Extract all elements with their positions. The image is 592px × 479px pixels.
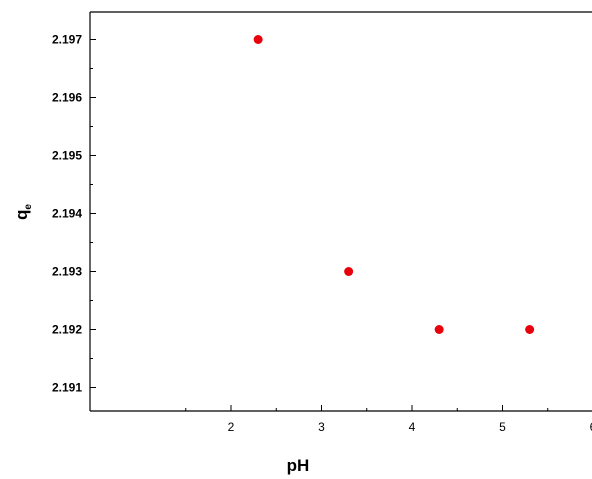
y-axis-ticks: 2.191 2.192 2.193 2.194 2.195 2.196 2.197 — [52, 33, 96, 395]
data-point — [344, 267, 354, 276]
x-axis-ticks: 234567 — [185, 405, 592, 434]
x-tick-label: 4 — [409, 420, 416, 434]
data-points — [253, 35, 535, 334]
y-axis-title-subscript: e — [23, 204, 34, 210]
x-tick-label: 2 — [228, 420, 235, 434]
y-axis-title: qe — [12, 204, 34, 220]
data-point — [434, 325, 444, 334]
y-axis-title-main: q — [12, 210, 31, 220]
x-tick-label: 5 — [499, 420, 506, 434]
y-tick-label: 2.196 — [52, 91, 82, 105]
x-tick-label: 3 — [318, 420, 325, 434]
axes — [89, 11, 592, 412]
y-tick-label: 2.197 — [52, 33, 82, 47]
y-tick-label: 2.194 — [52, 207, 82, 221]
x-tick-label: 6 — [590, 420, 592, 434]
data-point — [253, 35, 263, 44]
data-point — [525, 325, 535, 334]
y-tick-label: 2.192 — [52, 323, 82, 337]
y-tick-label: 2.191 — [52, 381, 82, 395]
x-axis-title: pH — [287, 456, 310, 475]
y-tick-label: 2.195 — [52, 149, 82, 163]
y-tick-label: 2.193 — [52, 265, 82, 279]
